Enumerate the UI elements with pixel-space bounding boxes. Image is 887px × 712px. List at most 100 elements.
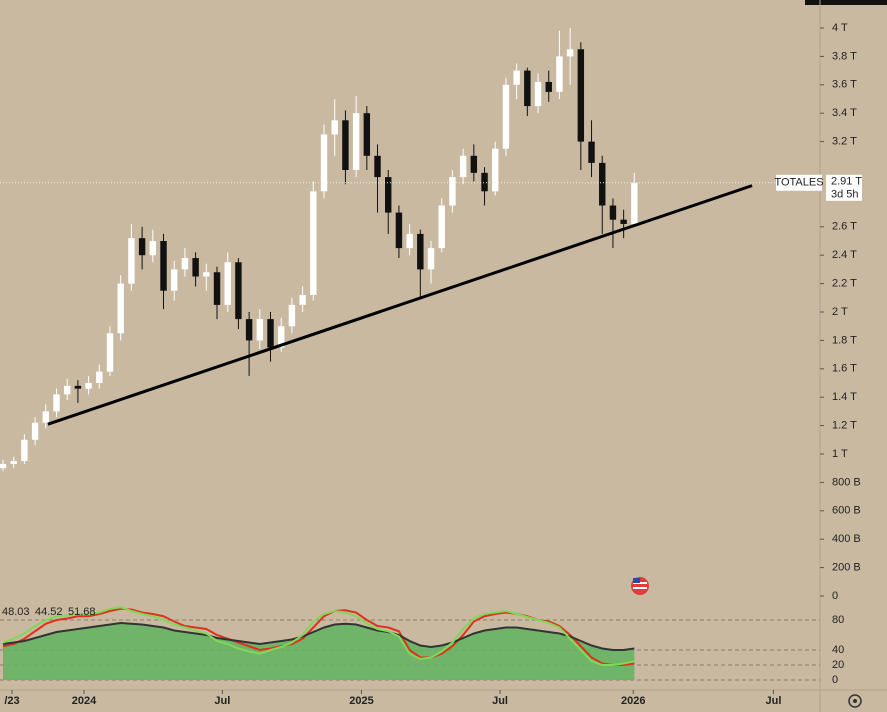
candle-body [331,120,338,135]
y-tick-label: 800 B [832,476,861,488]
candle-body [352,113,360,170]
candle-body [85,383,92,389]
indicator-pane: 48.03 44.52 51.68 [0,606,820,681]
legend-value: 51.68 [68,606,96,618]
candle-body [599,162,606,206]
y-tick-label: 1.6 T [832,363,857,375]
candle-body [609,205,617,220]
candle-body [342,120,349,170]
candle-body [21,439,28,462]
y-tick-label: 1.8 T [832,334,857,346]
candle-body [385,177,392,213]
candle-body [513,70,520,85]
candle-body [74,385,82,389]
y-tick-label: 1.4 T [832,391,857,403]
y-tick-label: 2.4 T [832,249,857,261]
candle-body [459,155,467,178]
candle-body [406,233,413,249]
candle-body [481,172,488,192]
top-button[interactable] [805,0,887,5]
candle-body [181,258,189,270]
price-tag-countdown: 3d 5h [831,189,859,201]
candle-body [395,212,403,249]
candle-body [556,56,563,92]
candle-body [117,283,124,334]
y-tick-label: 4 T [832,22,848,34]
candle-body [299,294,306,305]
candle-body [138,238,146,256]
y-tick-label: 3.2 T [832,136,857,148]
candle-body [213,272,221,305]
series-line [2,621,635,651]
candle-body [363,113,371,156]
candle-body [149,241,157,256]
candle-body [160,241,167,291]
legend-value: 48.03 [2,606,30,618]
candle-body [245,319,253,341]
candle-body [203,272,210,277]
candle-body [42,411,50,423]
x-tick-label: /23 [4,695,19,707]
price-tag-box [826,174,862,201]
candle-body [545,81,552,92]
y-tick-label: 20 [832,659,844,671]
candle-body [492,148,499,192]
candle-body [427,248,435,270]
y-tick-label: 400 B [832,533,861,545]
candle-body [502,84,510,149]
y-tick-label: 600 B [832,505,861,517]
candle-body [577,49,585,142]
candle-body [53,394,60,412]
price-tag-name: TOTALES [774,177,823,189]
candle-body [566,49,574,57]
x-tick-label: 2025 [349,695,373,707]
series-line [2,606,635,666]
candle-body [417,233,424,270]
candle-body [534,81,542,107]
y-tick-label: 3.6 T [832,79,857,91]
y-tick-label: 2.2 T [832,278,857,290]
x-tick-label: Jul [492,695,508,707]
candle-body [620,219,627,224]
main-pane [0,28,820,472]
candle-body [128,238,135,284]
y-tick-label: 2.6 T [832,221,857,233]
candle-body [192,258,199,277]
area [2,623,635,680]
candle-body [10,461,17,464]
price-tag-value: 2.91 T [831,176,862,188]
candle-body [267,319,274,348]
candle-body [310,191,317,295]
candle-body [96,371,103,383]
candle-body [278,326,285,348]
candle-body [320,134,328,192]
x-tick-label: Jul [214,695,230,707]
y-tick-label: 1 T [832,448,848,460]
candle-body [0,463,7,469]
candle-body [235,262,242,320]
y-tick-label: 2 T [832,306,848,318]
candle-body [588,141,595,163]
axes: 0 200 B 400 B 600 B 800 B 1 T 1.2 T 1.4 T 1.6 T 1… [4,22,862,707]
candle-body [170,269,178,291]
candle-body [374,155,381,178]
x-tick-label: 2026 [621,695,645,707]
settings-icon[interactable] [848,694,862,708]
flag-icon[interactable] [631,577,649,595]
y-tick-label: 200 B [832,562,861,574]
y-tick-label: 80 [832,614,844,626]
price-tag-name-box [776,174,822,191]
legend-value: 44.52 [35,606,63,618]
y-tick-label: 0 [832,590,838,602]
candle-body [449,177,456,206]
x-tick-label: Jul [765,695,781,707]
candle-body [63,385,71,395]
candle-body [288,304,296,327]
x-tick-label: 2024 [72,695,97,707]
y-tick-label: 3.8 T [832,50,857,62]
candle-body [524,70,531,107]
candle-body [224,262,231,305]
candle-body [106,333,114,372]
candle-body [256,319,264,341]
